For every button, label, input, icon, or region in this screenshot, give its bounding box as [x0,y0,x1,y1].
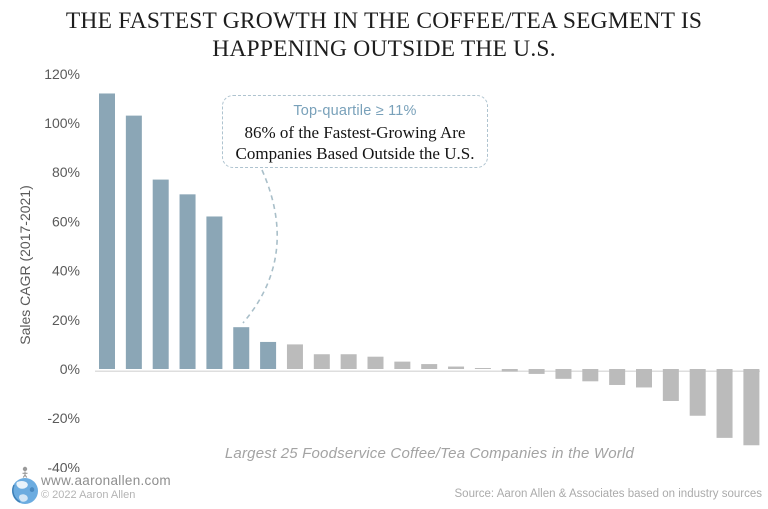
y-tick-label: -20% [47,410,80,426]
bar [474,368,491,369]
callout-connector-line [242,169,278,324]
bar [609,369,626,385]
callout-message: 86% of the Fastest-Growing Are Companies… [223,123,487,164]
y-tick-label: 20% [52,312,80,328]
bar [233,327,250,369]
y-tick-label: 80% [52,164,80,180]
y-axis-tick-labels: 120% 100% 80% 60% 40% 20% 0% -20% -40% [44,66,80,472]
bar [286,344,303,369]
slide-title: THE FASTEST GROWTH IN THE COFFEE/TEA SEG… [0,7,768,63]
bar [179,194,196,369]
callout-threshold-label: Top-quartile ≥ 11% [293,103,417,119]
bar [152,179,169,369]
bar [421,364,438,369]
bar [716,369,733,438]
source-attribution: Source: Aaron Allen & Associates based o… [454,488,763,500]
bar [99,93,115,370]
bar [367,356,384,369]
x-axis-caption: Largest 25 Foodservice Coffee/Tea Compan… [224,445,635,462]
bar [260,341,277,369]
bar [582,369,599,382]
y-axis-title: Sales CAGR (2017-2021) [17,185,33,345]
slide-title-line1: THE FASTEST GROWTH IN THE COFFEE/TEA SEG… [65,8,703,34]
callout-message-line1: 86% of the Fastest-Growing Are [244,123,466,142]
bar [313,354,330,369]
bar-chart: Sales CAGR (2017-2021) 120% 100% 80% 60% 40%… [17,66,760,472]
bar [743,369,760,446]
y-tick-label: 60% [52,213,80,229]
bar [448,366,465,369]
bar [206,216,223,369]
copyright-text: © 2022 Aaron Allen [41,489,136,501]
y-tick-label: 0% [60,361,80,377]
callout-box: Top-quartile ≥ 11% 86% of the Fastest-Gr… [222,95,488,168]
aaron-allen-globe-logo [12,466,38,504]
callout-message-line2: Companies Based Outside the U.S. [235,143,475,163]
y-tick-label: 40% [52,263,80,279]
bar [689,369,706,416]
bar [340,354,357,369]
y-tick-label: 100% [44,115,80,131]
bar [636,369,652,388]
y-tick-label: -40% [47,459,80,472]
bars-group [95,93,760,446]
bar [501,369,518,372]
bar [662,369,679,401]
bar [555,369,572,379]
bar [125,115,142,369]
bar [528,369,545,374]
website-text: www.aaronallen.com [41,473,171,488]
slide-title-line2: HAPPENING OUTSIDE THE U.S. [212,36,556,62]
bar [394,361,411,369]
y-tick-label: 120% [44,66,80,82]
